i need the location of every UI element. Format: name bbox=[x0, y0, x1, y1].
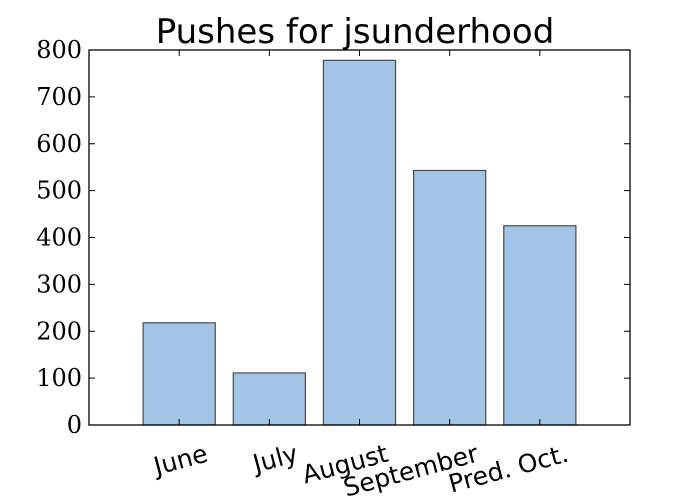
y-tick-label: 200 bbox=[36, 317, 82, 345]
bar-september bbox=[413, 169, 487, 426]
y-tick-label: 600 bbox=[36, 130, 82, 158]
chart-title: Pushes for jsunderhood bbox=[156, 12, 555, 52]
y-tick-label: 400 bbox=[36, 224, 82, 252]
y-tick-label: 500 bbox=[36, 177, 82, 205]
y-tick-label: 700 bbox=[36, 83, 82, 111]
bar-june bbox=[142, 322, 216, 426]
y-axis-ticks: 0 100 200 300 400 500 600 700 800 bbox=[36, 36, 630, 439]
x-tick-label: June bbox=[149, 439, 211, 482]
y-tick-label: 800 bbox=[36, 36, 82, 64]
bar-august bbox=[322, 59, 397, 426]
bar-pred-oct bbox=[503, 225, 577, 426]
plot-frame bbox=[88, 49, 631, 426]
y-tick-label: 100 bbox=[36, 364, 82, 392]
y-tick-label: 300 bbox=[36, 270, 82, 298]
bars-group bbox=[142, 59, 577, 426]
y-tick-label: 0 bbox=[67, 411, 82, 439]
bar-july bbox=[232, 372, 306, 426]
x-tick-label: July bbox=[248, 439, 301, 479]
